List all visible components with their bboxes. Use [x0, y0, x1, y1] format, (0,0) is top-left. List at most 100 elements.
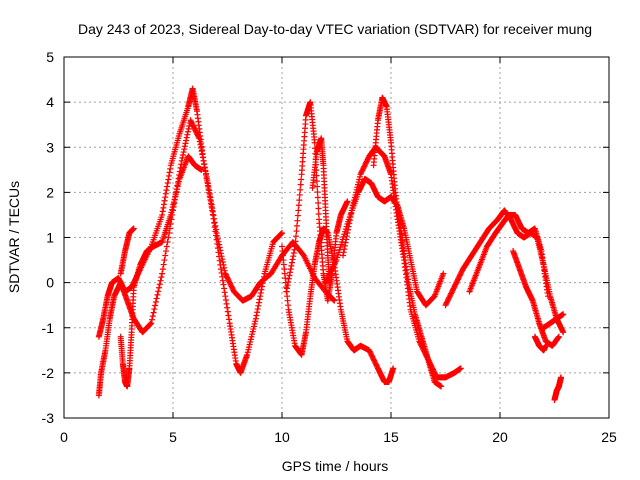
data-point-sample: [160, 261, 167, 268]
data-point-sample: [166, 169, 173, 176]
plot-frame: [63, 56, 610, 419]
data-point-sample: [186, 122, 193, 129]
data-point-sample: [183, 134, 190, 141]
y-tick-label: 5: [46, 49, 54, 65]
data-point: [217, 266, 224, 273]
x-tick-label: 5: [169, 429, 177, 445]
data-point-sample: [183, 137, 190, 144]
data-point-sample: [347, 213, 354, 220]
data-point-sample: [226, 316, 233, 323]
data-point-sample: [314, 194, 321, 201]
x-tick-label: 0: [60, 429, 68, 445]
data-point: [560, 329, 567, 336]
data-point-sample: [151, 306, 158, 313]
data-point: [159, 270, 166, 277]
data-point-sample: [224, 308, 231, 315]
data-point-sample: [219, 277, 226, 284]
data-point-sample: [206, 187, 213, 194]
data-point-sample: [315, 205, 322, 212]
data-point-sample: [184, 128, 191, 135]
data-point-sample: [298, 176, 305, 183]
data-point-sample: [203, 173, 210, 180]
series-track: [117, 153, 205, 390]
data-point-sample: [294, 217, 301, 224]
data-point-sample: [182, 140, 189, 147]
data-point-sample: [160, 201, 167, 208]
data-point-sample: [255, 302, 262, 309]
data-point-sample: [201, 164, 208, 171]
data-point-sample: [148, 316, 155, 323]
data-point-sample: [200, 157, 207, 164]
data-point-sample: [290, 249, 297, 256]
data-point: [292, 243, 299, 250]
data-point-sample: [161, 197, 168, 204]
data-point-sample: [220, 281, 227, 288]
data-point-sample: [179, 151, 186, 158]
data-point-sample: [209, 205, 216, 212]
series-track: [309, 135, 333, 291]
chart-title: Day 243 of 2023, Sidereal Day-to-day VTE…: [78, 21, 592, 37]
data-point-sample: [156, 281, 163, 288]
data-point-sample: [283, 285, 290, 292]
data-point-sample: [167, 165, 174, 172]
data-point-sample: [296, 197, 303, 204]
data-point-sample: [205, 183, 212, 190]
data-point-sample: [164, 183, 171, 190]
data-point-sample: [221, 267, 228, 274]
data-point-sample: [257, 293, 264, 300]
data-point-sample: [346, 220, 353, 227]
data-point-sample: [345, 226, 352, 233]
data-point-sample: [180, 149, 187, 156]
data-point-sample: [216, 244, 223, 251]
data-point-sample: [219, 273, 226, 280]
data-point-sample: [345, 223, 352, 230]
series-track: [95, 117, 338, 399]
x-tick-label: 25: [601, 429, 617, 445]
y-tick-label: 2: [46, 184, 54, 200]
data-point-sample: [315, 210, 322, 217]
data-point-sample: [198, 144, 205, 151]
data-point-sample: [221, 289, 228, 296]
data-point-sample: [206, 190, 213, 197]
data-point-sample: [253, 312, 260, 319]
data-point-sample: [340, 249, 347, 256]
data-point: [340, 252, 347, 259]
data-point: [390, 365, 397, 372]
data-point-sample: [152, 298, 159, 305]
data-point-sample: [199, 154, 206, 161]
data-point-sample: [179, 154, 186, 161]
data-point-sample: [155, 288, 162, 295]
series-track: [466, 211, 551, 300]
data-point-sample: [293, 228, 300, 235]
data-point-sample: [287, 266, 294, 273]
x-tick-label: 20: [492, 429, 508, 445]
data-point-sample: [214, 235, 221, 242]
data-point: [344, 198, 351, 205]
data-point-sample: [203, 170, 210, 177]
y-tick-label: 3: [46, 139, 54, 155]
data-point-sample: [184, 131, 191, 138]
data-point-sample: [196, 138, 203, 145]
data-point-sample: [155, 284, 162, 291]
data-point-sample: [256, 296, 263, 303]
data-point-sample: [150, 309, 157, 316]
data-point-sample: [285, 278, 292, 285]
data-point-sample: [153, 295, 160, 302]
data-point: [198, 166, 205, 173]
data-point-sample: [341, 242, 348, 249]
y-tick-label: -3: [42, 410, 55, 426]
data-point-sample: [207, 198, 214, 205]
data-point-sample: [314, 189, 321, 196]
series-track: [540, 311, 567, 331]
data-point-sample: [297, 186, 304, 193]
series-track: [551, 374, 565, 403]
data-point-sample: [214, 232, 221, 239]
data-point-sample: [297, 181, 304, 188]
data-point-sample: [204, 177, 211, 184]
y-tick-label: 0: [46, 275, 54, 291]
data-point-sample: [293, 233, 300, 240]
series-track: [117, 225, 137, 277]
data-point: [213, 229, 220, 236]
data-point-sample: [343, 233, 350, 240]
data-point-sample: [285, 275, 292, 282]
